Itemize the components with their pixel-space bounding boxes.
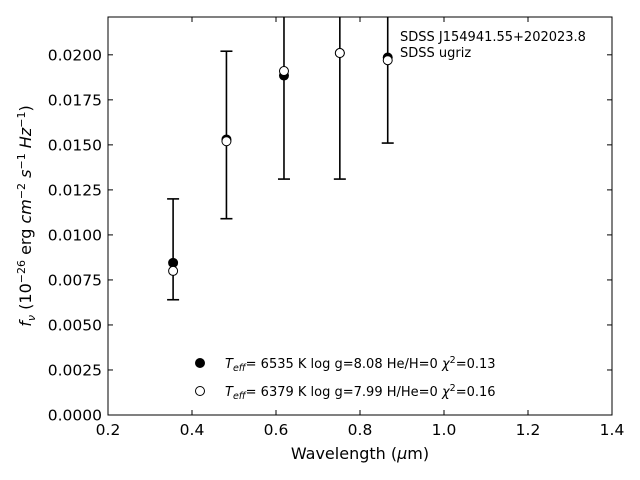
y-tick-label: 0.0125 [48,181,102,199]
y-tick-label: 0.0150 [48,136,102,154]
y-axis-title: fν (10−26 erg cm−2 s−1 Hz−1) [15,105,38,326]
y-tick-label: 0.0075 [48,271,102,289]
annotation-filter-set: SDSS ugriz [400,46,471,61]
legend-marker-series-1 [195,358,205,368]
error-bars [167,17,394,301]
data-markers [168,48,393,276]
x-tick-label: 1.0 [432,421,457,439]
y-tick-label: 0.0025 [48,361,102,379]
x-tick-label: 0.6 [264,421,289,439]
data-point-series-2 [278,66,289,77]
x-tick-label: 0.2 [96,421,121,439]
legend-label-series-1: Teff= 6535 K log g=8.08 He/H=0 χ2=0.13 [225,355,496,374]
data-point-series-2 [334,48,345,59]
data-point-series-2 [382,55,393,66]
x-axis-title: Wavelength (μm) [291,444,429,463]
y-tick-label: 0.0200 [48,46,102,64]
y-tick-label: 0.0000 [48,407,102,425]
x-tick-label: 1.4 [600,421,625,439]
y-tick-label: 0.0100 [48,226,102,244]
x-tick-label: 0.8 [348,421,373,439]
x-axis: 0.2 0.4 0.6 0.8 1.0 1.2 1.4 [96,17,625,439]
legend: Teff= 6535 K log g=8.08 He/H=0 χ2=0.13 T… [195,355,496,402]
y-axis: 0.0000 0.0025 0.0050 0.0075 0.0100 0.0125 0.01… [48,46,612,425]
annotation-object-name: SDSS J154941.55+202023.8 [400,30,586,45]
legend-label-series-2: Teff= 6379 K log g=7.99 H/He=0 χ2=0.16 [225,383,496,402]
x-tick-label: 1.2 [516,421,541,439]
data-point-series-2 [221,136,232,147]
data-point-series-2 [168,265,179,276]
x-tick-label: 0.4 [180,421,205,439]
legend-marker-series-2 [195,386,205,396]
y-tick-label: 0.0050 [48,316,102,334]
plot-frame [107,16,613,416]
y-tick-label: 0.0175 [48,91,102,109]
